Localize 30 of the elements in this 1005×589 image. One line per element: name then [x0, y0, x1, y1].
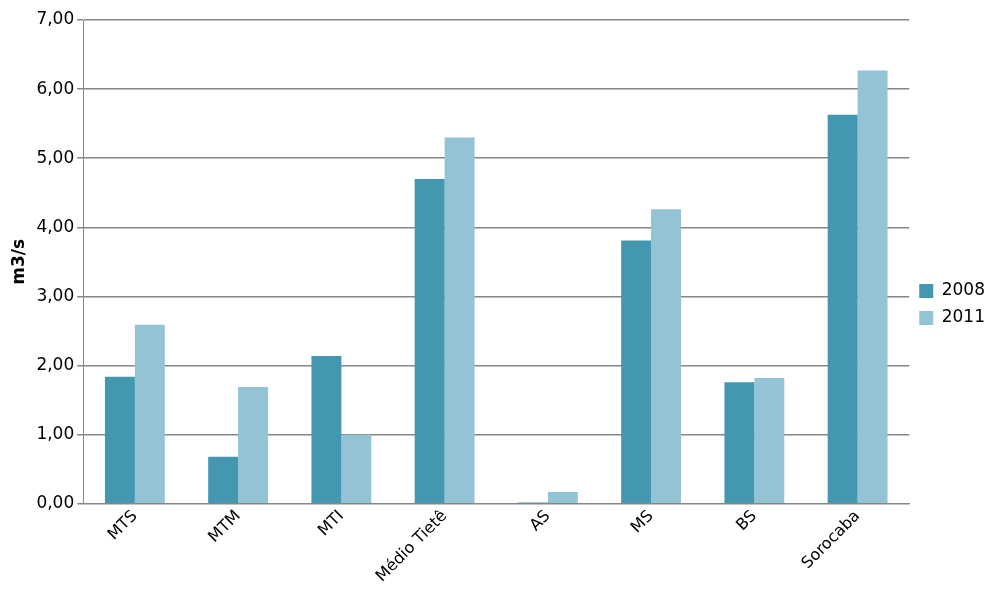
bar [827, 114, 858, 504]
y-tick-label: 6,00 [36, 77, 75, 98]
legend-label: 2011 [941, 306, 985, 327]
bar [341, 434, 372, 504]
legend-label: 2008 [941, 279, 985, 300]
y-tick-label: 7,00 [36, 8, 75, 29]
bar [104, 376, 135, 504]
bar [651, 209, 682, 504]
y-tick-label: 2,00 [36, 353, 75, 374]
y-tick-label: 5,00 [36, 146, 75, 167]
y-axis-title: m3/s [7, 238, 28, 285]
bar [444, 137, 475, 504]
y-tick-label: 0,00 [36, 492, 75, 513]
bar [857, 70, 888, 504]
bar [724, 382, 755, 504]
bar [754, 378, 785, 504]
y-tick-label: 4,00 [36, 215, 75, 236]
bar [134, 324, 165, 504]
x-tick-label: AS [525, 505, 554, 535]
bar [238, 386, 269, 504]
bar [621, 240, 652, 504]
bar [547, 492, 578, 504]
y-tick-label: 3,00 [36, 284, 75, 305]
bar [311, 355, 342, 504]
bar [414, 178, 445, 504]
bar [208, 456, 239, 504]
x-tick-label: MTI [313, 505, 348, 540]
x-tick-label: MS [626, 505, 657, 537]
x-tick-label: BS [731, 505, 761, 535]
y-tick-label: 1,00 [36, 423, 75, 444]
